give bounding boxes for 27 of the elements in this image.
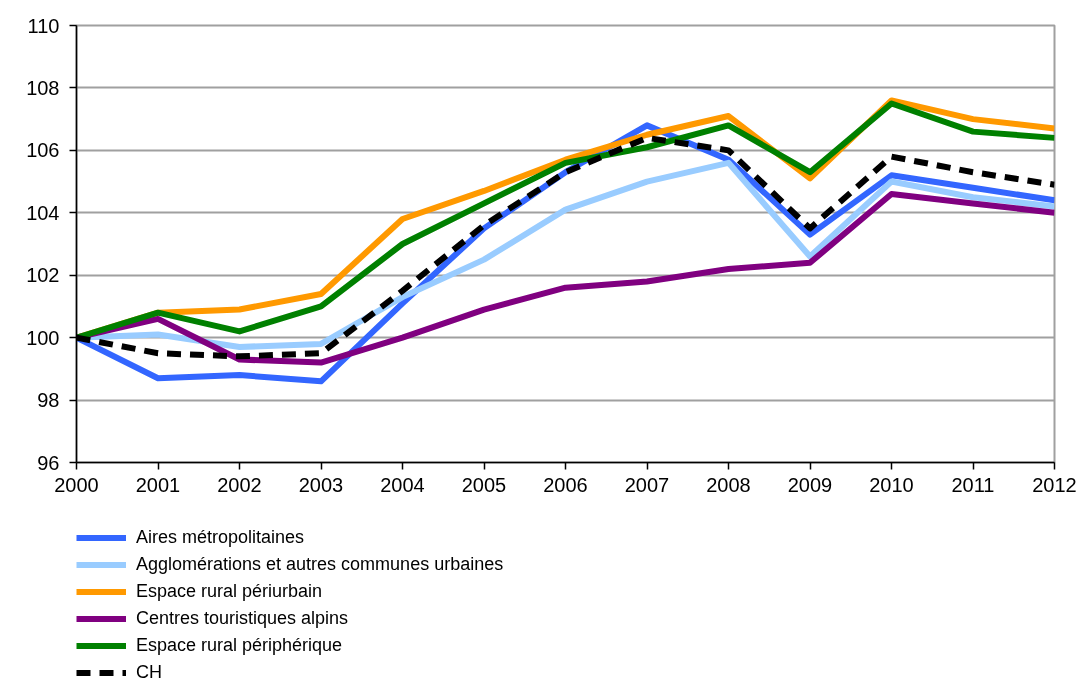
y-tick-label: 102 [26, 264, 60, 287]
x-tick-label: 2006 [543, 473, 588, 496]
x-tick-label: 2000 [54, 473, 99, 496]
y-tick-label: 108 [26, 76, 60, 99]
y-tick-label: 110 [27, 14, 60, 37]
x-tick-label: 2012 [1032, 473, 1077, 496]
legend-label: Centres touristiques alpins [136, 607, 349, 630]
x-tick-label: 2009 [787, 473, 833, 496]
x-tick-label: 2007 [624, 473, 670, 496]
legend-label: Aires métropolitaines [136, 526, 305, 549]
y-tick-label: 100 [26, 326, 60, 349]
x-tick-label: 2005 [461, 473, 507, 496]
x-tick-label: 2004 [380, 473, 425, 496]
y-tick-label: 106 [26, 139, 60, 162]
legend-label: Espace rural périphérique [136, 634, 343, 657]
x-tick-label: 2003 [298, 473, 344, 496]
x-tick-label: 2011 [951, 473, 995, 496]
x-tick-label: 2010 [869, 473, 914, 496]
legend-label: CH [136, 661, 162, 684]
x-tick-label: 2001 [135, 473, 181, 496]
y-tick-label: 96 [37, 451, 60, 474]
legend-label: Espace rural périurbain [136, 580, 323, 603]
x-tick-label: 2008 [706, 473, 751, 496]
y-tick-label: 104 [26, 201, 60, 224]
legend-label: Agglomérations et autres communes urbaines [136, 553, 504, 576]
x-tick-label: 2002 [217, 473, 262, 496]
y-tick-label: 98 [37, 389, 60, 412]
